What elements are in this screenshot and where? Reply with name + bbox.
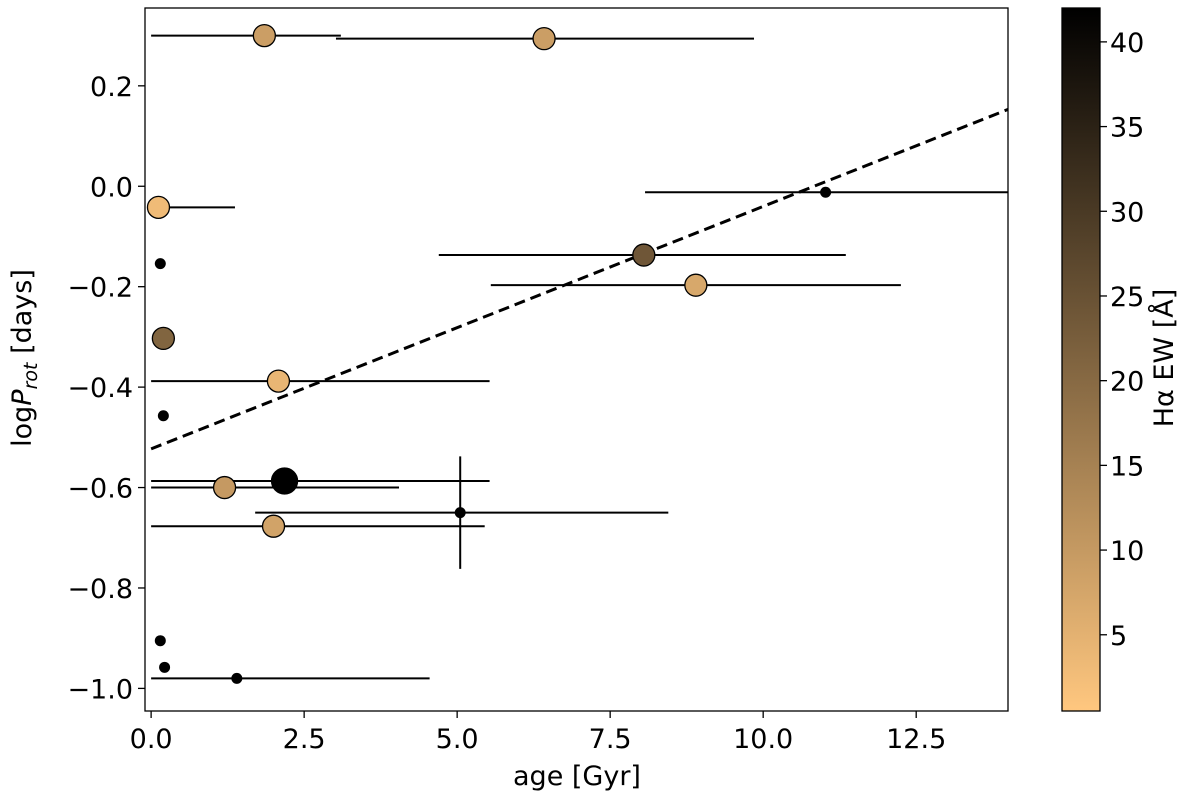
x-axis-label: age [Gyr] xyxy=(513,761,641,792)
data-point-10 xyxy=(270,467,299,495)
data-point-15 xyxy=(159,661,171,673)
data-point-3 xyxy=(154,258,166,270)
data-point-7 xyxy=(151,326,176,351)
data-point-11 xyxy=(212,475,237,500)
colorbar-tick-label-6: 35 xyxy=(1110,113,1144,144)
colorbar-tick-label-1: 10 xyxy=(1110,536,1144,567)
y-tick-label-4: −0.6 xyxy=(67,474,133,505)
fit-line xyxy=(150,108,1008,451)
colorbar-tick-label-2: 15 xyxy=(1110,451,1144,482)
plot-area xyxy=(146,23,1008,684)
colorbar-label: Hα EW [Å] xyxy=(1148,289,1180,428)
y-axis-label: logProt [days] xyxy=(7,269,42,447)
y-tick-label-1: 0.0 xyxy=(90,172,133,203)
colorbar-gradient xyxy=(1061,7,1101,712)
y-tick-label-5: −0.8 xyxy=(67,574,133,605)
x-tick-label-5: 12.5 xyxy=(886,724,946,755)
x-tick-label-2: 5.0 xyxy=(436,724,479,755)
colorbar-tick-label-4: 25 xyxy=(1110,282,1144,313)
y-tick-label-3: −0.4 xyxy=(67,373,133,404)
data-point-8 xyxy=(266,369,291,393)
x-tick-label-4: 10.0 xyxy=(733,724,793,755)
y-tick-label-2: −0.2 xyxy=(67,273,133,304)
data-point-9 xyxy=(157,410,169,422)
colorbar-tick-label-0: 5 xyxy=(1110,621,1127,652)
x-tick-label-1: 2.5 xyxy=(283,724,326,755)
data-point-13 xyxy=(261,514,286,538)
axes: age [Gyr] logProt [days] 0.0 2.5 5.0 7.5 10.… xyxy=(7,7,1009,792)
data-point-12 xyxy=(454,507,466,519)
data-point-14 xyxy=(154,635,166,647)
x-tick-label-0: 0.0 xyxy=(130,724,173,755)
data-point-6 xyxy=(684,273,708,297)
data-point-5 xyxy=(632,243,656,267)
colorbar-tick-label-3: 20 xyxy=(1110,367,1144,398)
x-tick-label-3: 7.5 xyxy=(589,724,632,755)
y-tick-label-6: −1.0 xyxy=(67,674,133,705)
y-tick-label-0: 0.2 xyxy=(90,72,133,103)
data-point-1 xyxy=(532,26,556,51)
colorbar-tick-label-5: 30 xyxy=(1110,197,1144,228)
plot-frame xyxy=(144,7,1009,712)
data-point-16 xyxy=(231,672,243,684)
colorbar-tick-label-7: 40 xyxy=(1110,28,1144,59)
data-point-2 xyxy=(146,195,171,220)
data-point-0 xyxy=(252,23,277,48)
data-point-4 xyxy=(820,186,832,198)
colorbar: Hα EW [Å] 5 10 15 20 25 30 35 40 xyxy=(1061,7,1180,712)
